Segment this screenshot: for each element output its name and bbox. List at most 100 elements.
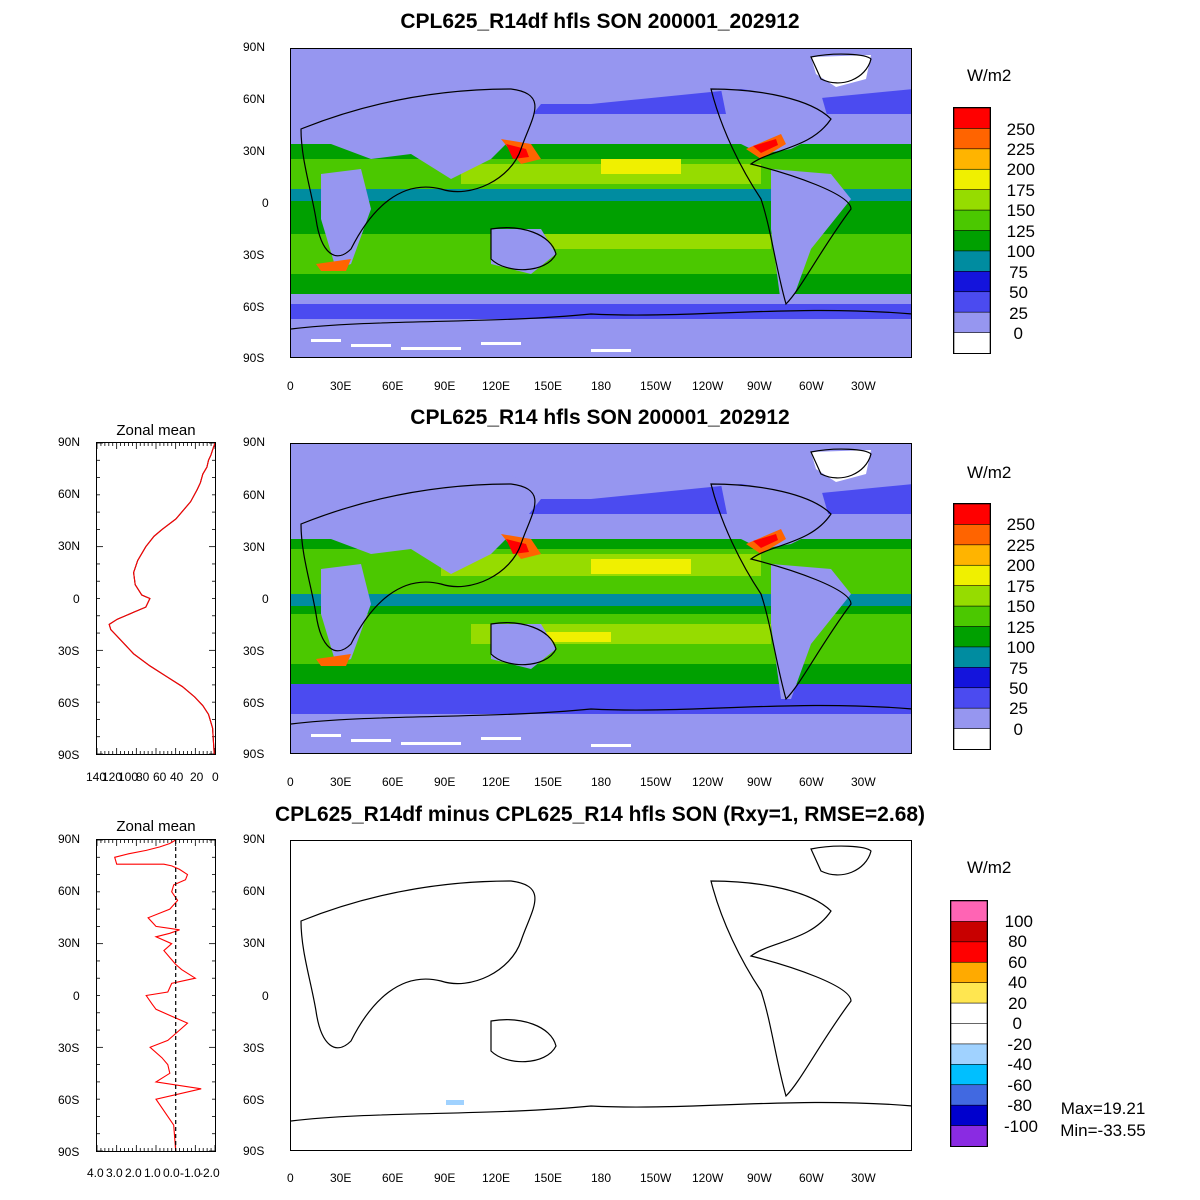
zonal-mean-2-lines	[97, 840, 215, 1151]
colorbar-label: 60	[1008, 953, 1027, 972]
colorbar-label: -80	[1007, 1096, 1032, 1115]
x-label: 40	[170, 770, 184, 784]
zonal-mean-2-title: Zonal mean	[116, 818, 196, 835]
colorbar-label: 225	[1006, 140, 1035, 159]
panel-2-colorbar-swatches	[954, 504, 990, 749]
lon-label: 30W	[851, 1171, 876, 1185]
zonal-mean-1-plot	[96, 442, 216, 755]
colorbar-swatch	[951, 982, 987, 1004]
lon-label: 150E	[534, 379, 563, 393]
colorbar-swatch	[954, 728, 990, 749]
panel-2-colorbar	[953, 503, 991, 750]
lon-label: 60E	[382, 379, 404, 393]
panel-3-units: W/m2	[967, 858, 1012, 877]
colorbar-swatch	[951, 1104, 987, 1127]
colorbar-label: -20	[1007, 1035, 1032, 1054]
lat-label: 30N	[243, 936, 266, 950]
lon-label: 60W	[799, 379, 824, 393]
lat-label: 90S	[58, 1145, 80, 1159]
lon-label: 60E	[382, 775, 404, 789]
colorbar-label: 25	[1009, 699, 1028, 718]
colorbar-swatch	[951, 941, 987, 964]
lon-label: 30W	[851, 775, 876, 789]
colorbar-label: 125	[1006, 618, 1035, 637]
colorbar-swatch	[954, 332, 990, 353]
colorbar-label: 50	[1009, 283, 1028, 302]
colorbar-label: 0	[1013, 324, 1023, 343]
lon-label: 30E	[330, 1171, 352, 1185]
colorbar-label: 20	[1008, 994, 1027, 1013]
lon-label: 120W	[692, 775, 724, 789]
lon-label: 180	[591, 379, 612, 393]
lat-label: 0	[73, 592, 80, 606]
panel-3-stats: Max=19.21 Min=-33.55	[1048, 1098, 1158, 1142]
lat-label: 60N	[58, 884, 81, 898]
colorbar-swatch	[951, 1125, 987, 1146]
lat-label: 90N	[243, 40, 266, 54]
max-value: Max=19.21	[1060, 1099, 1146, 1118]
panel-2-units: W/m2	[967, 463, 1012, 482]
panel-3-title: CPL625_R14df minus CPL625_R14 hfls SON (…	[274, 803, 926, 826]
lon-label: 90W	[747, 775, 772, 789]
x-label: -1.0	[180, 1166, 201, 1180]
lat-label: 30S	[58, 644, 80, 658]
panel-3-map	[290, 840, 912, 1151]
zonal-mean-1-title: Zonal mean	[116, 422, 196, 439]
lat-label: 30S	[243, 1041, 265, 1055]
lon-label: 90W	[747, 1171, 772, 1185]
lat-label: 90S	[243, 351, 265, 365]
lon-label: 150E	[534, 775, 563, 789]
lon-label: 180	[591, 1171, 612, 1185]
x-label: 20	[190, 770, 204, 784]
lon-label: 0	[287, 775, 294, 789]
lat-label: 0	[262, 989, 269, 1003]
lon-label: 0	[287, 379, 294, 393]
colorbar-label: 200	[1006, 556, 1035, 575]
lon-label: 60E	[382, 1171, 404, 1185]
x-label: 140	[86, 770, 107, 784]
lat-label: 30N	[58, 539, 81, 553]
colorbar-label: -40	[1007, 1055, 1032, 1074]
colorbar-swatch	[951, 1084, 987, 1106]
colorbar-label: 50	[1009, 679, 1028, 698]
colorbar-label: 0	[1013, 720, 1023, 739]
panel-3-colorbar-swatches	[951, 901, 987, 1146]
lon-label: 60W	[799, 1171, 824, 1185]
lat-label: 0	[262, 592, 269, 606]
lon-label: 0	[287, 1171, 294, 1185]
lon-label: 120W	[692, 379, 724, 393]
x-label: 120	[102, 770, 123, 784]
panel-1-map-field	[291, 49, 911, 357]
min-value: Min=-33.55	[1060, 1121, 1146, 1140]
lon-label: 30E	[330, 775, 352, 789]
panel-3-colorbar	[950, 900, 988, 1147]
x-label: 100	[118, 770, 139, 784]
colorbar-label: 75	[1009, 659, 1028, 678]
colorbar-label: -100	[1003, 1117, 1038, 1136]
lon-label: 120E	[482, 1171, 511, 1185]
lat-label: 30S	[58, 1041, 80, 1055]
colorbar-swatch	[951, 961, 987, 984]
lon-label: 150W	[640, 775, 672, 789]
panel-1-title: CPL625_R14df hfls SON 200001_202912	[400, 10, 800, 33]
lat-label: 0	[262, 196, 269, 210]
lat-label: 60S	[243, 696, 265, 710]
zonal-mean-series-line	[108, 443, 215, 754]
x-label: 3.0	[106, 1166, 123, 1180]
x-label: -2.0	[199, 1166, 220, 1180]
lat-label: 90S	[243, 1144, 265, 1158]
panel-1-map	[290, 48, 912, 358]
colorbar-label: 100	[1004, 912, 1033, 931]
colorbar-label: 250	[1006, 515, 1035, 534]
panel-2-map	[290, 443, 912, 754]
colorbar-label: 0	[1012, 1014, 1022, 1033]
colorbar-label: 150	[1006, 201, 1035, 220]
panel-2-title: CPL625_R14 hfls SON 200001_202912	[410, 406, 790, 429]
panel-3-map-field	[291, 841, 911, 1150]
lat-label: 60S	[243, 300, 265, 314]
lon-label: 30W	[851, 379, 876, 393]
lon-label: 120E	[482, 379, 511, 393]
colorbar-swatch	[951, 921, 987, 943]
x-label: 80	[136, 770, 150, 784]
colorbar-label: 200	[1006, 160, 1035, 179]
